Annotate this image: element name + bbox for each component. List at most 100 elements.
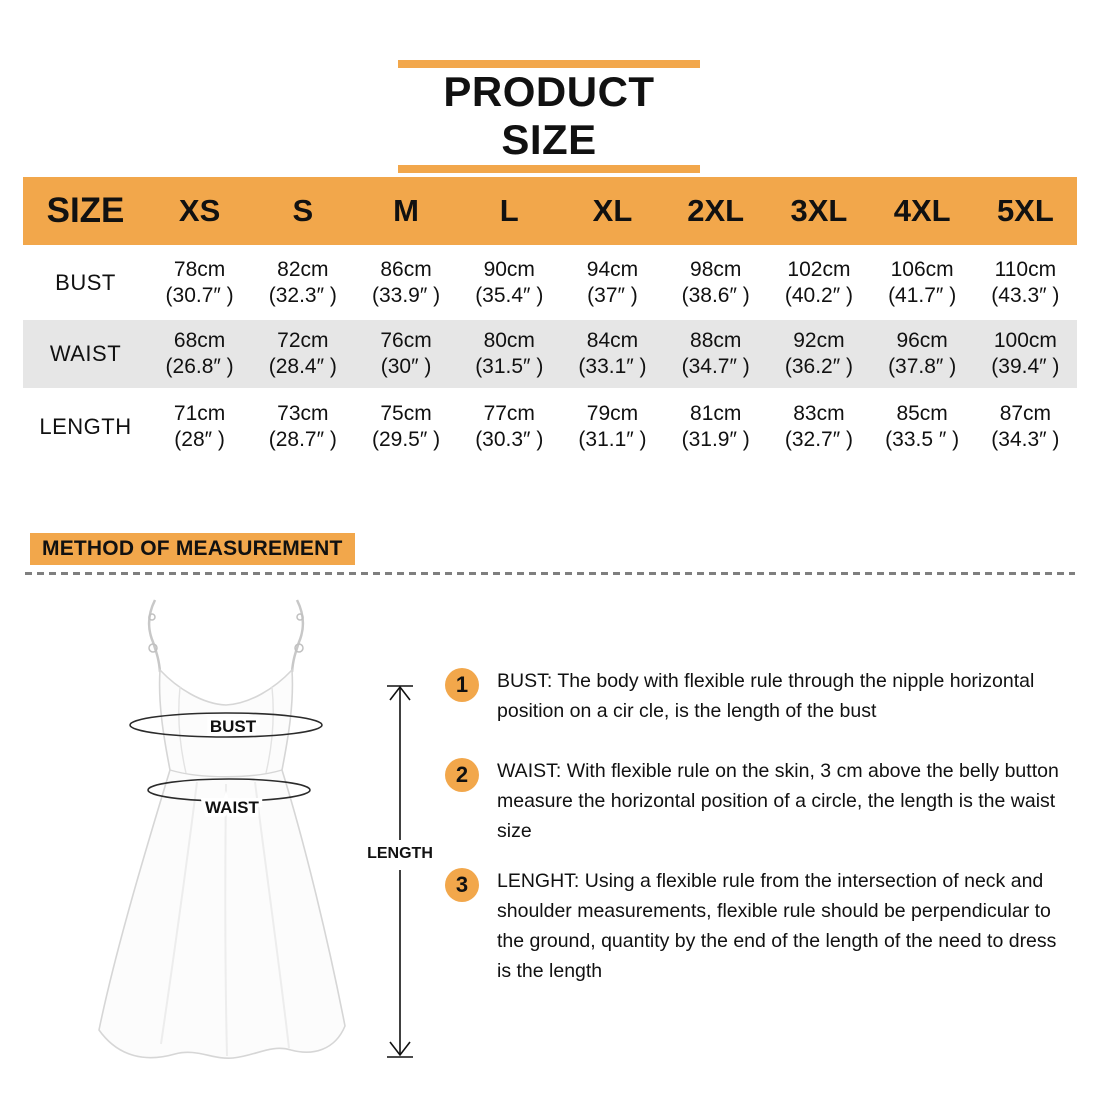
- size-table-header-row: SIZE XS S M L XL 2XL 3XL 4XL 5XL: [23, 177, 1077, 245]
- header-cell-l: L: [457, 177, 561, 245]
- inch-value: (41.7″ ): [888, 283, 957, 307]
- waist-measure-ellipse: [147, 778, 311, 802]
- cm-value: 87cm: [999, 402, 1052, 425]
- length-cell-xl: 79cm (31.1″ ): [561, 388, 664, 466]
- waist-cell-3xl: 92cm (36.2″ ): [767, 320, 871, 388]
- inch-value: (28″ ): [174, 428, 225, 451]
- header-cell-3xl: 3XL: [767, 177, 871, 245]
- cm-value: 100cm: [993, 329, 1057, 352]
- bust-diagram-label: BUST: [210, 717, 257, 736]
- inch-value: (30.7″ ): [165, 283, 234, 307]
- dress-left-strap: [147, 599, 162, 673]
- dress-seam-right: [265, 686, 274, 774]
- inch-value: (30″ ): [380, 355, 432, 378]
- inch-value: (29.5″ ): [371, 428, 441, 451]
- inch-value: (39.4″ ): [991, 355, 1060, 378]
- inch-value: (28.7″ ): [268, 428, 337, 451]
- row-label-bust: BUST: [55, 269, 116, 295]
- bust-cell-4xl: 106cm (41.7″ ): [871, 245, 974, 320]
- title-block: PRODUCT SIZE: [398, 60, 700, 173]
- inch-value: (43.3″ ): [991, 283, 1060, 307]
- cm-value: 73cm: [277, 402, 329, 425]
- strap-adjuster-icon: [296, 613, 304, 621]
- waist-row: WAIST 68cm (26.8″ ) 72cm (28.4″ ) 76cm (30″…: [23, 320, 1077, 388]
- title-bottom-bar: [398, 165, 700, 173]
- inch-value: (28.4″ ): [268, 355, 337, 378]
- cm-value: 72cm: [277, 329, 329, 352]
- cm-value: 90cm: [483, 257, 535, 281]
- cm-value: 79cm: [586, 402, 639, 425]
- inch-value: (40.2″ ): [784, 283, 853, 307]
- bust-row: BUST 78cm (30.7″ ) 82cm (32.3″ ) 86cm (33.9…: [23, 245, 1077, 320]
- inch-value: (33.9″ ): [371, 283, 441, 307]
- inch-value: (32.3″ ): [268, 283, 337, 307]
- inch-value: (37″ ): [587, 283, 638, 307]
- inch-value: (31.9″ ): [681, 428, 750, 451]
- cm-value: 71cm: [173, 402, 226, 425]
- cm-value: 80cm: [483, 329, 535, 352]
- bust-cell-xl: 94cm (37″ ): [561, 245, 664, 320]
- instruction-length: 3 LENGHT: Using a flexible rule from the…: [445, 866, 1065, 986]
- waist-cell-4xl: 96cm (37.8″ ): [870, 320, 974, 388]
- waist-cell-l: 80cm (31.5″ ): [457, 320, 561, 388]
- page-title: PRODUCT SIZE: [443, 68, 655, 163]
- header-cell-size: SIZE: [23, 177, 148, 245]
- header-cell-xl: XL: [560, 177, 665, 245]
- instruction-bust: 1 BUST: The body with flexible rule thro…: [445, 666, 1065, 726]
- cm-value: 86cm: [380, 257, 432, 281]
- length-cell-xs: 71cm (28″ ): [148, 388, 251, 466]
- length-cell-5xl: 87cm (34.3″ ): [974, 388, 1077, 466]
- instruction-text: WAIST: With flexible rule on the skin, 3…: [497, 760, 1059, 842]
- cm-value: 96cm: [896, 329, 948, 352]
- dress-right-strap: [290, 599, 305, 673]
- length-arrow: LENGTH: [368, 685, 432, 1058]
- waist-cell-s: 72cm (28.4″ ): [251, 320, 355, 388]
- strap-adjuster-icon: [148, 613, 156, 621]
- bust-cell-2xl: 98cm (38.6″ ): [664, 245, 767, 320]
- instruction-number-badge: 3: [445, 868, 479, 902]
- row-label-waist: WAIST: [23, 320, 148, 388]
- header-cell-4xl: 4XL: [870, 177, 974, 245]
- bust-measure-ellipse: [129, 712, 323, 738]
- cm-value: 92cm: [793, 329, 845, 352]
- cm-value: 88cm: [690, 329, 742, 352]
- dress-waist-seam: [169, 769, 283, 778]
- skirt-fold: [254, 781, 290, 1049]
- title-top-bar: [398, 60, 700, 68]
- cm-value: 102cm: [787, 257, 851, 281]
- instruction-number-badge: 2: [445, 758, 479, 792]
- cm-value: 98cm: [690, 257, 742, 281]
- length-row: LENGTH 71cm (28″ ) 73cm (28.7″ ) 75cm (29.5…: [23, 388, 1077, 466]
- length-cell-l: 77cm (30.3″ ): [458, 388, 561, 466]
- instruction-number-badge: 1: [445, 668, 479, 702]
- cm-value: 78cm: [173, 257, 226, 281]
- method-of-measurement-heading: METHOD OF MEASUREMENT: [30, 533, 355, 565]
- bust-cell-s: 82cm (32.3″ ): [251, 245, 354, 320]
- length-cell-s: 73cm (28.7″ ): [251, 388, 354, 466]
- dress-illustration: BUST WAIST: [98, 599, 346, 1059]
- cm-value: 83cm: [793, 402, 845, 425]
- bust-cell-m: 86cm (33.9″ ): [354, 245, 457, 320]
- cm-value: 85cm: [896, 402, 948, 425]
- inch-value: (33.5 ″ ): [885, 428, 960, 451]
- instruction-text: LENGHT: Using a flexible rule from the i…: [497, 870, 1057, 982]
- inch-value: (38.6″ ): [681, 283, 750, 307]
- cm-value: 81cm: [690, 402, 742, 425]
- cm-value: 75cm: [380, 402, 432, 425]
- inch-value: (35.4″ ): [475, 283, 544, 307]
- row-label-length: LENGTH: [39, 414, 132, 439]
- length-cell-4xl: 85cm (33.5 ″ ): [871, 388, 974, 466]
- dress-body: [98, 668, 346, 1059]
- dress-seam-left: [178, 686, 187, 774]
- bust-cell-5xl: 110cm (43.3″ ): [974, 245, 1077, 320]
- cm-value: 77cm: [483, 402, 535, 425]
- waist-diagram-label: WAIST: [205, 798, 259, 817]
- cm-value: 106cm: [890, 257, 954, 281]
- length-cell-m: 75cm (29.5″ ): [354, 388, 457, 466]
- inch-value: (30.3″ ): [475, 428, 544, 451]
- strap-ring-icon: [294, 643, 304, 653]
- cm-value: 84cm: [586, 329, 639, 352]
- cm-value: 82cm: [277, 257, 329, 281]
- inch-value: (31.1″ ): [578, 428, 647, 451]
